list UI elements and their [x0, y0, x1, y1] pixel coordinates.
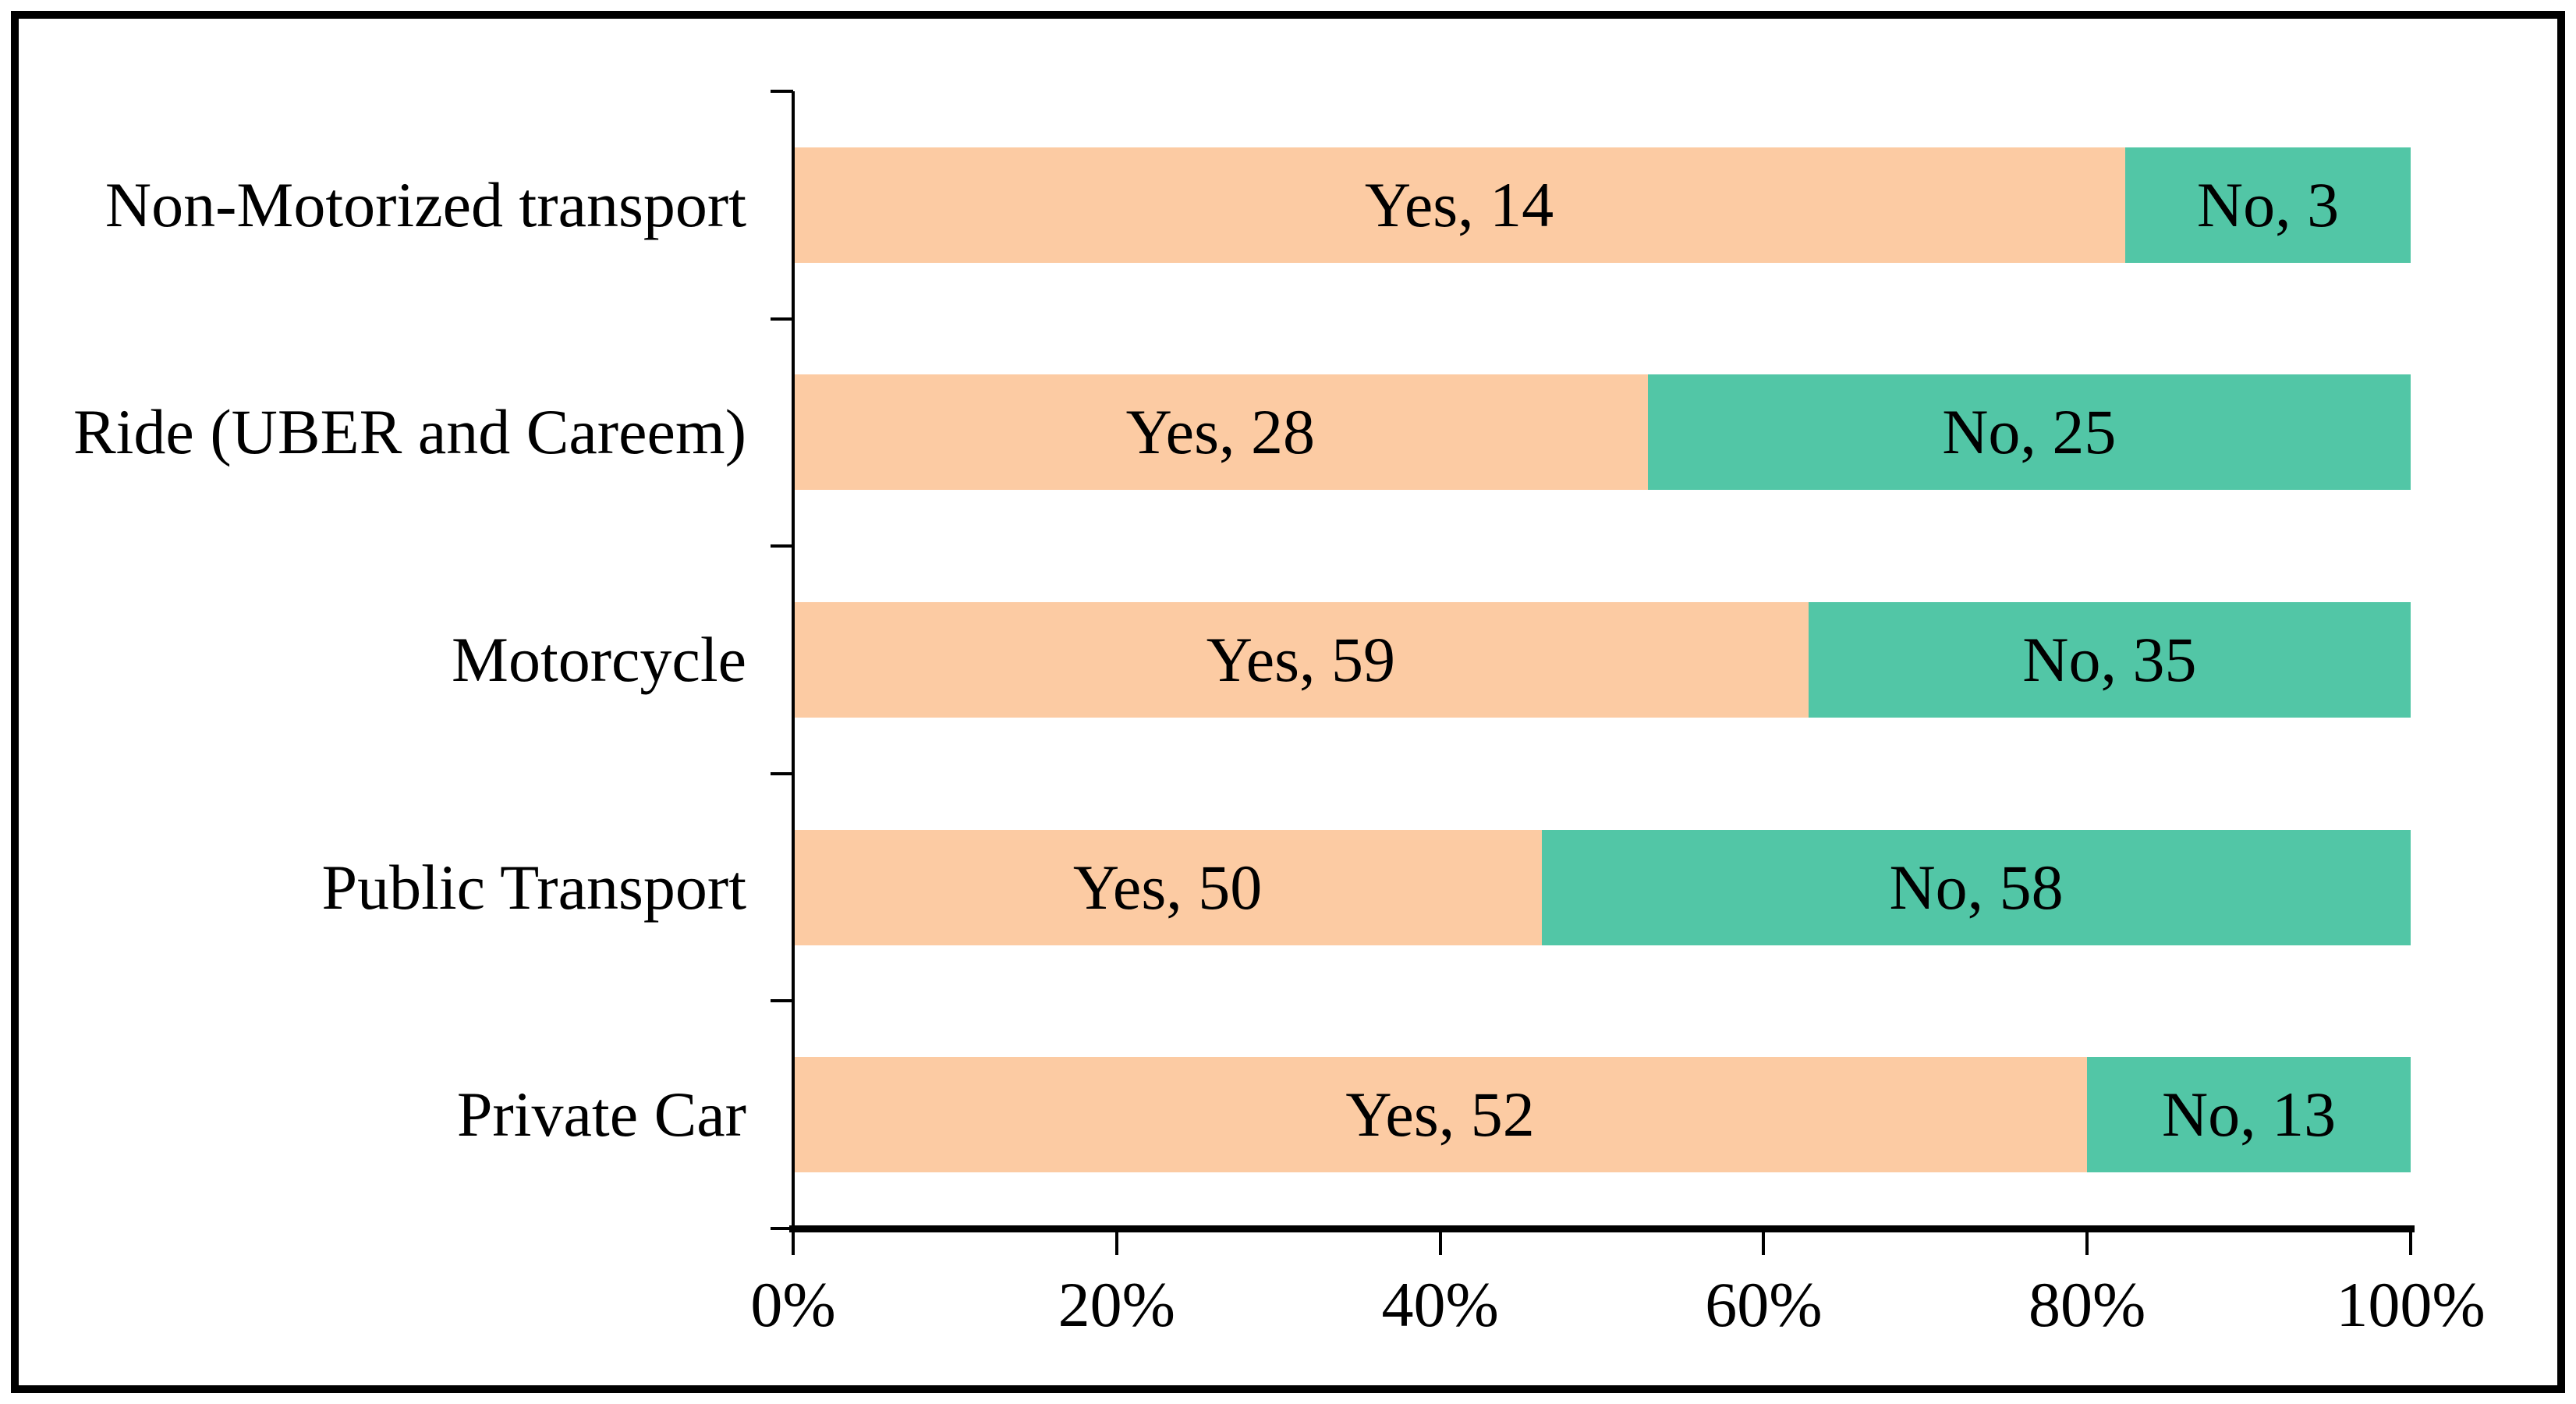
x-axis-tick-label: 60% [1705, 1269, 1823, 1340]
category-label: Non-Motorized transport [105, 168, 746, 240]
bar-row: Yes, 59 No, 35 [793, 602, 2411, 718]
bar-segment-label: No, 58 [1889, 851, 2064, 923]
category-label: Public Transport [321, 851, 747, 923]
bar-row: Yes, 50 No, 58 [793, 829, 2411, 945]
bar-segment-yes: Yes, 52 [793, 1057, 2088, 1173]
x-axis-line [789, 1225, 2415, 1232]
x-axis-tick-label: 100% [2336, 1269, 2486, 1340]
bar-segment-label: Yes, 14 [1364, 168, 1554, 240]
bar-segment-label: Yes, 59 [1206, 624, 1396, 695]
bar-segment-no: No, 25 [1647, 374, 2411, 491]
bar-row: Yes, 14 No, 3 [793, 147, 2411, 263]
y-axis-line [792, 91, 795, 1255]
x-axis-tick [1114, 1229, 1118, 1255]
bar-segment-yes: Yes, 50 [793, 829, 1543, 945]
bar-segment-label: No, 13 [2161, 1079, 2337, 1150]
x-axis-tick-label: 40% [1381, 1269, 1499, 1340]
x-axis-tick [2085, 1229, 2089, 1255]
bar-segment-yes: Yes, 59 [793, 602, 1809, 718]
bar-row: Yes, 28 No, 25 [793, 374, 2411, 491]
bar-segment-no: No, 58 [1542, 829, 2411, 945]
bar-segment-yes: Yes, 28 [793, 374, 1648, 491]
bar-segment-yes: Yes, 14 [793, 147, 2125, 263]
x-axis-tick [2409, 1229, 2412, 1255]
bar-segment-no: No, 13 [2087, 1057, 2411, 1173]
category-label: Private Car [456, 1079, 746, 1150]
x-axis-tick-label: 80% [2029, 1269, 2146, 1340]
category-label: Motorcycle [452, 624, 746, 695]
figure-border [11, 11, 2565, 1393]
bar-row: Yes, 52 No, 13 [793, 1057, 2411, 1173]
x-axis-tick-label: 0% [750, 1269, 836, 1340]
bar-segment-label: Yes, 52 [1345, 1079, 1535, 1150]
y-axis-tick [771, 771, 793, 775]
bar-segment-label: Yes, 50 [1072, 851, 1263, 923]
x-axis-tick [1762, 1229, 1766, 1255]
y-axis-tick [771, 1227, 793, 1230]
y-axis-tick [771, 317, 793, 321]
x-axis-tick [792, 1229, 795, 1255]
y-axis-tick [771, 544, 793, 548]
bar-segment-no: No, 35 [1808, 602, 2411, 718]
bar-segment-label: No, 25 [1942, 396, 2117, 468]
x-axis-tick-label: 20% [1058, 1269, 1175, 1340]
bar-segment-label: No, 35 [2022, 624, 2197, 695]
y-axis-tick [771, 999, 793, 1003]
y-axis-tick [771, 90, 793, 93]
x-axis-tick [1438, 1229, 1442, 1255]
category-label: Ride (UBER and Careem) [73, 396, 746, 468]
bar-segment-label: Yes, 28 [1125, 396, 1315, 468]
bar-segment-no: No, 3 [2124, 147, 2411, 263]
bar-segment-label: No, 3 [2196, 168, 2340, 240]
